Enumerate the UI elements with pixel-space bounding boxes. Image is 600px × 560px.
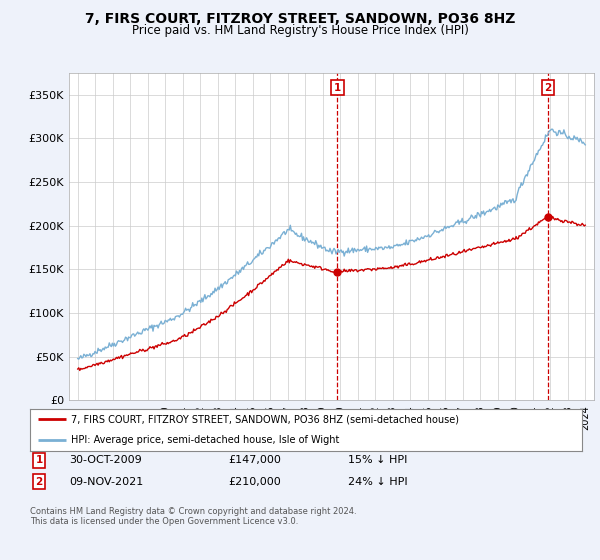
Text: 15% ↓ HPI: 15% ↓ HPI <box>348 455 407 465</box>
Text: £147,000: £147,000 <box>228 455 281 465</box>
Text: 1: 1 <box>334 83 341 92</box>
Text: 2: 2 <box>544 83 551 92</box>
Text: 7, FIRS COURT, FITZROY STREET, SANDOWN, PO36 8HZ: 7, FIRS COURT, FITZROY STREET, SANDOWN, … <box>85 12 515 26</box>
Text: 2: 2 <box>35 477 43 487</box>
Text: Price paid vs. HM Land Registry's House Price Index (HPI): Price paid vs. HM Land Registry's House … <box>131 24 469 36</box>
Text: 09-NOV-2021: 09-NOV-2021 <box>69 477 143 487</box>
Text: 24% ↓ HPI: 24% ↓ HPI <box>348 477 407 487</box>
Text: Contains HM Land Registry data © Crown copyright and database right 2024.
This d: Contains HM Land Registry data © Crown c… <box>30 507 356 526</box>
Text: £210,000: £210,000 <box>228 477 281 487</box>
Text: HPI: Average price, semi-detached house, Isle of Wight: HPI: Average price, semi-detached house,… <box>71 435 340 445</box>
Text: 30-OCT-2009: 30-OCT-2009 <box>69 455 142 465</box>
Text: 7, FIRS COURT, FITZROY STREET, SANDOWN, PO36 8HZ (semi-detached house): 7, FIRS COURT, FITZROY STREET, SANDOWN, … <box>71 414 460 424</box>
Text: 1: 1 <box>35 455 43 465</box>
